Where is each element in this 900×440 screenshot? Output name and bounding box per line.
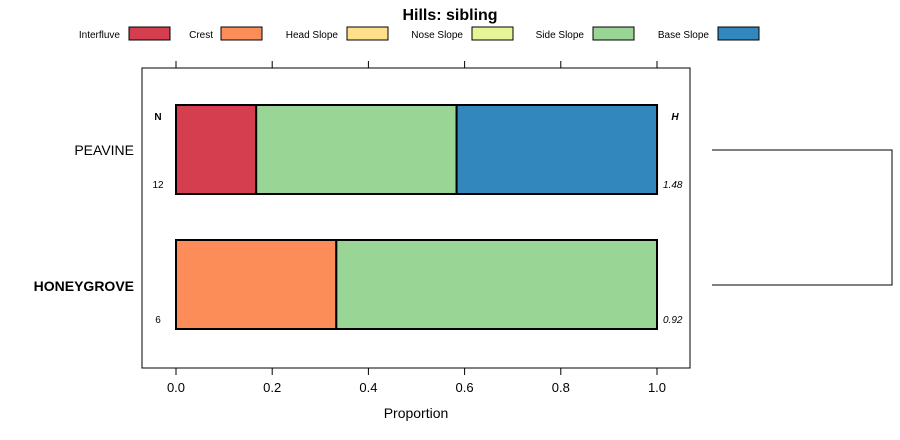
- row-label: PEAVINE: [74, 142, 134, 158]
- bar-rows: PEAVINE 12 1.48 HONEYGROVE 6 0.92: [34, 104, 683, 330]
- legend-swatch-side-slope: [592, 26, 635, 41]
- n-header: N: [154, 112, 161, 123]
- bar-segment-interfluve: [175, 104, 258, 195]
- legend-label-nose-slope: Nose Slope: [411, 30, 463, 41]
- legend-swatch-nose-slope: [471, 26, 514, 41]
- bar-row: PEAVINE 12 1.48: [74, 104, 683, 195]
- x-tick-label: 0.4: [359, 380, 377, 395]
- x-tick-label: 1.0: [648, 380, 666, 395]
- bar-segment-side-slope: [335, 239, 658, 330]
- row-h-value: 0.92: [663, 315, 683, 326]
- x-tick-label: 0.6: [456, 380, 474, 395]
- legend-swatch-head-slope: [346, 26, 389, 41]
- dendrogram: [712, 149, 893, 286]
- legend-label-interfluve: Interfluve: [79, 30, 121, 41]
- x-tick-label: 0.2: [263, 380, 281, 395]
- bar-segment-base-slope: [455, 104, 659, 195]
- x-tick-label: 0.0: [167, 380, 185, 395]
- legend-label-base-slope: Base Slope: [658, 30, 710, 41]
- legend-label-side-slope: Side Slope: [536, 30, 585, 41]
- plot-frame: [141, 67, 691, 369]
- bar-segment-side-slope: [255, 104, 458, 195]
- legend-swatch-interfluve: [128, 26, 171, 41]
- bar-row: HONEYGROVE 6 0.92: [34, 239, 683, 330]
- row-label: HONEYGROVE: [34, 278, 134, 294]
- bar-segment-crest: [175, 239, 338, 330]
- legend: Interfluve Crest Head Slope Nose Slope Side …: [79, 26, 760, 41]
- legend-swatch-crest: [220, 26, 263, 41]
- chart-title: Hills: sibling: [402, 7, 497, 24]
- x-axis-label: Proportion: [384, 405, 449, 421]
- legend-label-head-slope: Head Slope: [286, 30, 339, 41]
- legend-label-crest: Crest: [189, 30, 213, 41]
- h-header: H: [671, 112, 679, 123]
- row-h-value: 1.48: [663, 180, 683, 191]
- legend-swatch-base-slope: [717, 26, 760, 41]
- x-tick-label: 0.8: [552, 380, 570, 395]
- row-n-value: 12: [152, 180, 164, 191]
- row-n-value: 6: [155, 315, 161, 326]
- x-axis: 0.0 0.2 0.4 0.6 0.8 1.0: [167, 61, 666, 395]
